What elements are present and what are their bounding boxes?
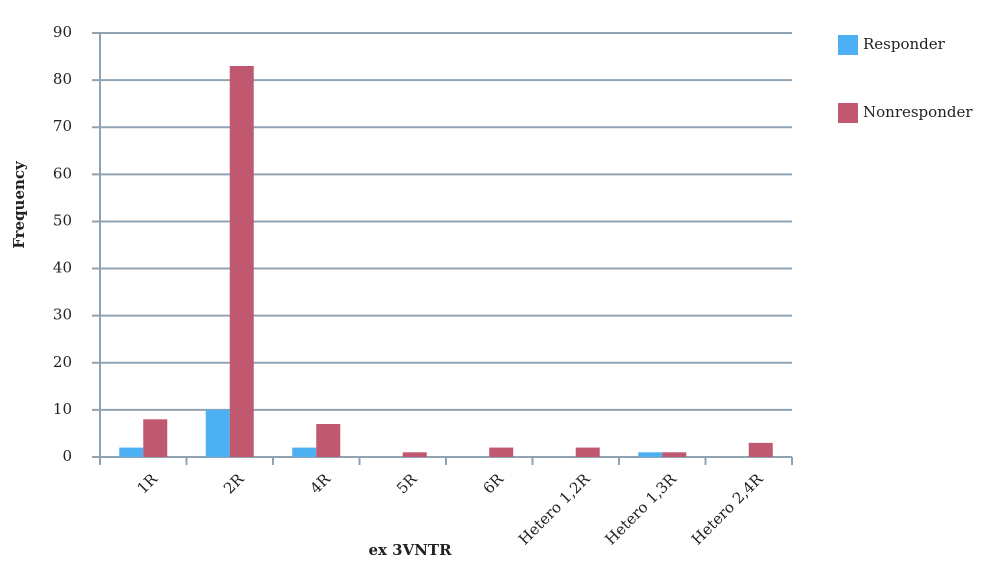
y-tick-label: 20 <box>53 353 72 371</box>
y-tick-label: 50 <box>53 211 72 229</box>
bar <box>662 452 687 457</box>
legend-label: Responder <box>863 35 946 53</box>
x-tick-label: 4R <box>306 469 334 497</box>
bar <box>119 447 144 457</box>
y-tick-label: 70 <box>53 117 72 135</box>
x-tick-label: Hetero 1,2R <box>515 469 594 548</box>
bar <box>575 447 600 457</box>
y-axis-title: Frequency <box>10 160 28 249</box>
x-tick-label: 1R <box>133 469 161 497</box>
x-tick-label: Hetero 1,3R <box>601 469 680 548</box>
legend-label: Nonresponder <box>863 103 973 121</box>
bar <box>316 424 341 457</box>
x-tick-label: 6R <box>479 469 507 497</box>
y-tick-label: 10 <box>53 400 72 418</box>
bar <box>748 442 773 457</box>
y-tick-label: 80 <box>53 70 72 88</box>
bar <box>205 409 230 457</box>
legend-swatch <box>838 35 858 55</box>
x-tick-label: 2R <box>220 469 248 497</box>
y-tick-label: 60 <box>53 164 72 182</box>
bar <box>143 419 168 457</box>
x-axis-title: ex 3VNTR <box>368 541 452 559</box>
y-tick-label: 90 <box>53 23 72 41</box>
bar <box>229 65 254 457</box>
x-tick-label: Hetero 2,4R <box>688 469 767 548</box>
x-tick-label: 5R <box>393 469 421 497</box>
bar <box>638 452 663 457</box>
legend-swatch <box>838 103 858 123</box>
bar <box>402 452 427 457</box>
bar <box>489 447 514 457</box>
y-tick-label: 30 <box>53 306 72 324</box>
y-tick-label: 40 <box>53 259 72 277</box>
bar <box>292 447 317 457</box>
y-tick-label: 0 <box>62 447 72 465</box>
